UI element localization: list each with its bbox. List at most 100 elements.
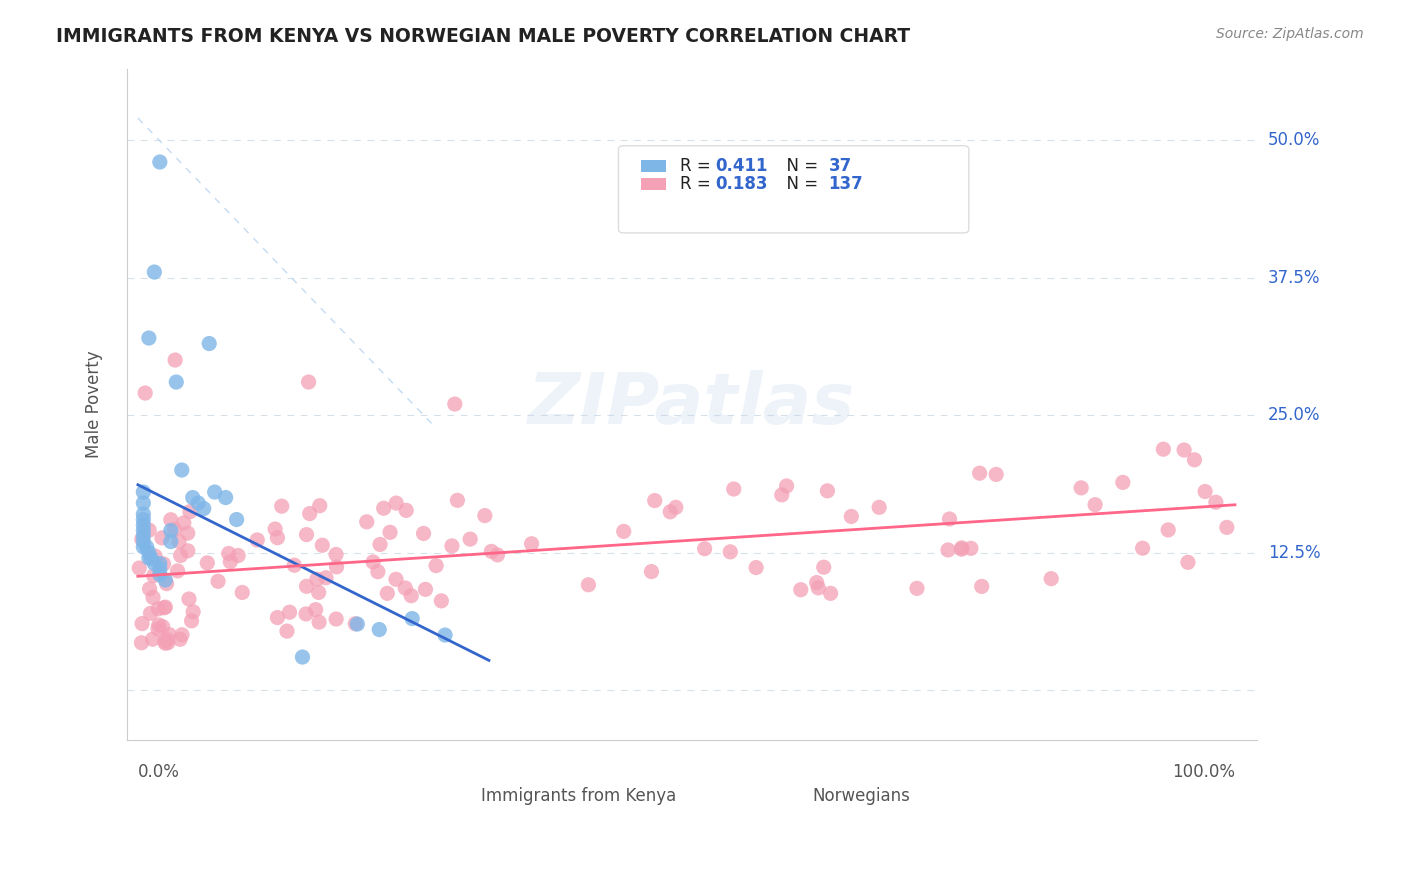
Norwegians bbox=[984, 467, 1007, 482]
Text: Source: ZipAtlas.com: Source: ZipAtlas.com bbox=[1216, 27, 1364, 41]
Text: 37: 37 bbox=[828, 157, 852, 175]
Norwegians bbox=[479, 544, 502, 558]
Text: 137: 137 bbox=[828, 175, 863, 194]
Text: 50.0%: 50.0% bbox=[1268, 131, 1320, 149]
Immigrants from Kenya bbox=[143, 557, 166, 571]
Norwegians bbox=[1205, 495, 1227, 509]
Norwegians bbox=[806, 575, 828, 590]
Norwegians bbox=[170, 628, 193, 642]
Immigrants from Kenya bbox=[159, 524, 181, 538]
Norwegians bbox=[297, 375, 319, 389]
Text: 37.5%: 37.5% bbox=[1268, 268, 1320, 286]
Norwegians bbox=[153, 634, 176, 648]
Text: 0.183: 0.183 bbox=[716, 175, 768, 194]
Immigrants from Kenya bbox=[132, 496, 155, 510]
Norwegians bbox=[868, 500, 890, 515]
Norwegians bbox=[839, 509, 862, 524]
Norwegians bbox=[152, 557, 174, 571]
Norwegians bbox=[936, 543, 959, 558]
Norwegians bbox=[266, 531, 288, 545]
Norwegians bbox=[138, 582, 160, 596]
Norwegians bbox=[180, 614, 202, 628]
Norwegians bbox=[373, 501, 395, 516]
Text: R =: R = bbox=[679, 175, 716, 194]
Norwegians bbox=[278, 605, 301, 619]
Immigrants from Kenya bbox=[401, 611, 423, 625]
Immigrants from Kenya bbox=[138, 545, 160, 559]
Text: N =: N = bbox=[776, 157, 823, 175]
Norwegians bbox=[298, 507, 321, 521]
FancyBboxPatch shape bbox=[731, 773, 756, 790]
Norwegians bbox=[1216, 520, 1239, 534]
Norwegians bbox=[177, 526, 200, 541]
Norwegians bbox=[394, 581, 416, 595]
Norwegians bbox=[305, 572, 328, 586]
Norwegians bbox=[970, 579, 993, 593]
Norwegians bbox=[246, 533, 269, 547]
Norwegians bbox=[276, 624, 298, 639]
Norwegians bbox=[177, 544, 200, 558]
Norwegians bbox=[1040, 572, 1063, 586]
Immigrants from Kenya bbox=[132, 507, 155, 521]
Text: N =: N = bbox=[776, 175, 823, 194]
Norwegians bbox=[815, 483, 838, 498]
Norwegians bbox=[156, 632, 179, 647]
Norwegians bbox=[486, 548, 509, 562]
Norwegians bbox=[305, 602, 328, 616]
Norwegians bbox=[960, 541, 983, 556]
Immigrants from Kenya bbox=[368, 623, 391, 637]
Immigrants from Kenya bbox=[291, 650, 314, 665]
Immigrants from Kenya bbox=[143, 265, 166, 279]
Immigrants from Kenya bbox=[149, 155, 172, 169]
Norwegians bbox=[659, 505, 682, 519]
FancyBboxPatch shape bbox=[641, 160, 666, 172]
Norwegians bbox=[169, 632, 191, 647]
Norwegians bbox=[142, 632, 165, 647]
Text: 0.411: 0.411 bbox=[716, 157, 768, 175]
Norwegians bbox=[430, 594, 453, 608]
Norwegians bbox=[157, 627, 180, 641]
Norwegians bbox=[693, 541, 716, 556]
Text: IMMIGRANTS FROM KENYA VS NORWEGIAN MALE POVERTY CORRELATION CHART: IMMIGRANTS FROM KENYA VS NORWEGIAN MALE … bbox=[56, 27, 910, 45]
Norwegians bbox=[143, 549, 166, 563]
Norwegians bbox=[156, 636, 179, 650]
Norwegians bbox=[378, 525, 401, 540]
Immigrants from Kenya bbox=[165, 375, 187, 389]
Norwegians bbox=[520, 537, 543, 551]
Norwegians bbox=[226, 549, 249, 563]
Norwegians bbox=[395, 503, 418, 517]
Immigrants from Kenya bbox=[139, 551, 162, 566]
Norwegians bbox=[813, 560, 835, 574]
Norwegians bbox=[440, 539, 463, 553]
Immigrants from Kenya bbox=[434, 628, 457, 642]
Norwegians bbox=[723, 482, 745, 496]
Immigrants from Kenya bbox=[346, 617, 368, 632]
Norwegians bbox=[1184, 453, 1206, 467]
Norwegians bbox=[412, 526, 434, 541]
Norwegians bbox=[195, 556, 218, 570]
Norwegians bbox=[308, 585, 330, 599]
Norwegians bbox=[640, 565, 662, 579]
FancyBboxPatch shape bbox=[619, 145, 969, 233]
Norwegians bbox=[325, 612, 347, 626]
Norwegians bbox=[807, 581, 830, 595]
Norwegians bbox=[446, 493, 468, 508]
Norwegians bbox=[1157, 523, 1180, 537]
Norwegians bbox=[128, 561, 150, 575]
Norwegians bbox=[148, 618, 170, 632]
Immigrants from Kenya bbox=[135, 540, 157, 554]
Norwegians bbox=[131, 636, 153, 650]
Norwegians bbox=[950, 541, 973, 555]
Norwegians bbox=[155, 576, 177, 591]
Norwegians bbox=[155, 600, 177, 615]
Norwegians bbox=[325, 548, 347, 562]
Norwegians bbox=[308, 615, 330, 629]
Norwegians bbox=[820, 586, 842, 600]
Norwegians bbox=[443, 397, 465, 411]
Immigrants from Kenya bbox=[193, 501, 215, 516]
Norwegians bbox=[295, 607, 318, 621]
Norwegians bbox=[167, 534, 190, 549]
Norwegians bbox=[1194, 484, 1216, 499]
Norwegians bbox=[165, 353, 187, 368]
Norwegians bbox=[166, 564, 188, 578]
